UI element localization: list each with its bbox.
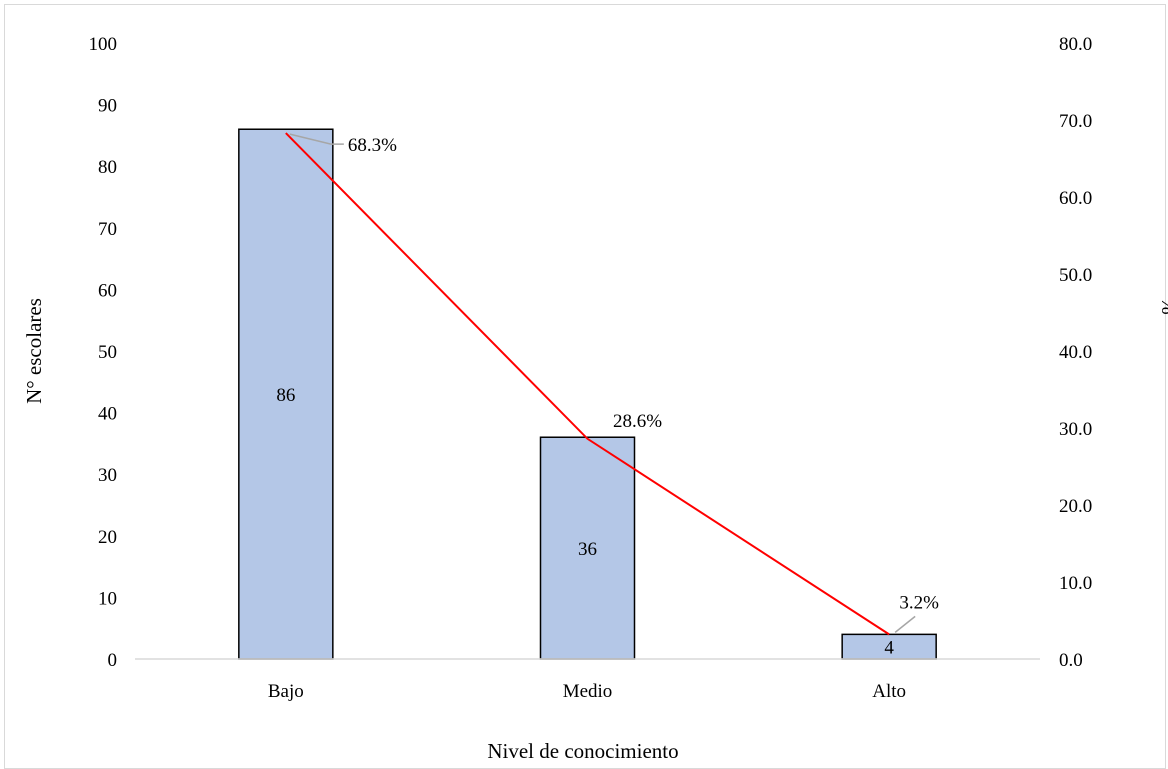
y-tick-label: 60 [98,280,117,301]
bars-layer [239,129,936,659]
bar-value-label: 36 [578,539,597,560]
y-tick-label: 80 [98,157,117,178]
y2-tick-label: 70.0 [1059,111,1092,132]
y-tick-label: 90 [98,96,117,117]
y-axis-title: N° escolares [22,298,46,404]
percent-value-label: 3.2% [899,592,939,613]
y-tick-label: 50 [98,342,117,363]
y2-axis-title: % [1157,297,1168,315]
y2-tick-label: 30.0 [1059,419,1092,440]
x-tick-label: Bajo [268,681,304,702]
bar-value-label: 86 [276,385,295,406]
y-tick-label: 20 [98,527,117,548]
y2-tick-label: 60.0 [1059,188,1092,209]
y-tick-label: 70 [98,219,117,240]
y-ticks-layer: 0 10 20 30 40 50 60 70 80 90 100 [89,34,118,671]
y-tick-label: 100 [89,34,118,55]
y2-tick-label: 10.0 [1059,573,1092,594]
bar-value-label: 4 [884,638,894,659]
percent-value-label: 68.3% [348,135,397,156]
y-tick-label: 10 [98,588,117,609]
x-tick-label: Medio [563,681,613,702]
y2-ticks-layer: 0.0 10.0 20.0 30.0 40.0 50.0 60.0 70.0 80.0 [1059,34,1092,671]
x-ticks-layer: Bajo Medio Alto [268,681,906,702]
y-tick-label: 30 [98,465,117,486]
y2-tick-label: 40.0 [1059,342,1092,363]
x-axis-title: Nivel de conocimiento [487,739,678,763]
y-tick-label: 40 [98,404,117,425]
y2-tick-label: 0.0 [1059,650,1083,671]
y2-tick-label: 80.0 [1059,34,1092,55]
x-tick-label: Alto [872,681,906,702]
y2-tick-label: 50.0 [1059,265,1092,286]
percent-value-label: 28.6% [613,411,662,432]
label-leader-line [895,616,915,632]
y-tick-label: 0 [108,650,118,671]
y2-tick-label: 20.0 [1059,496,1092,517]
